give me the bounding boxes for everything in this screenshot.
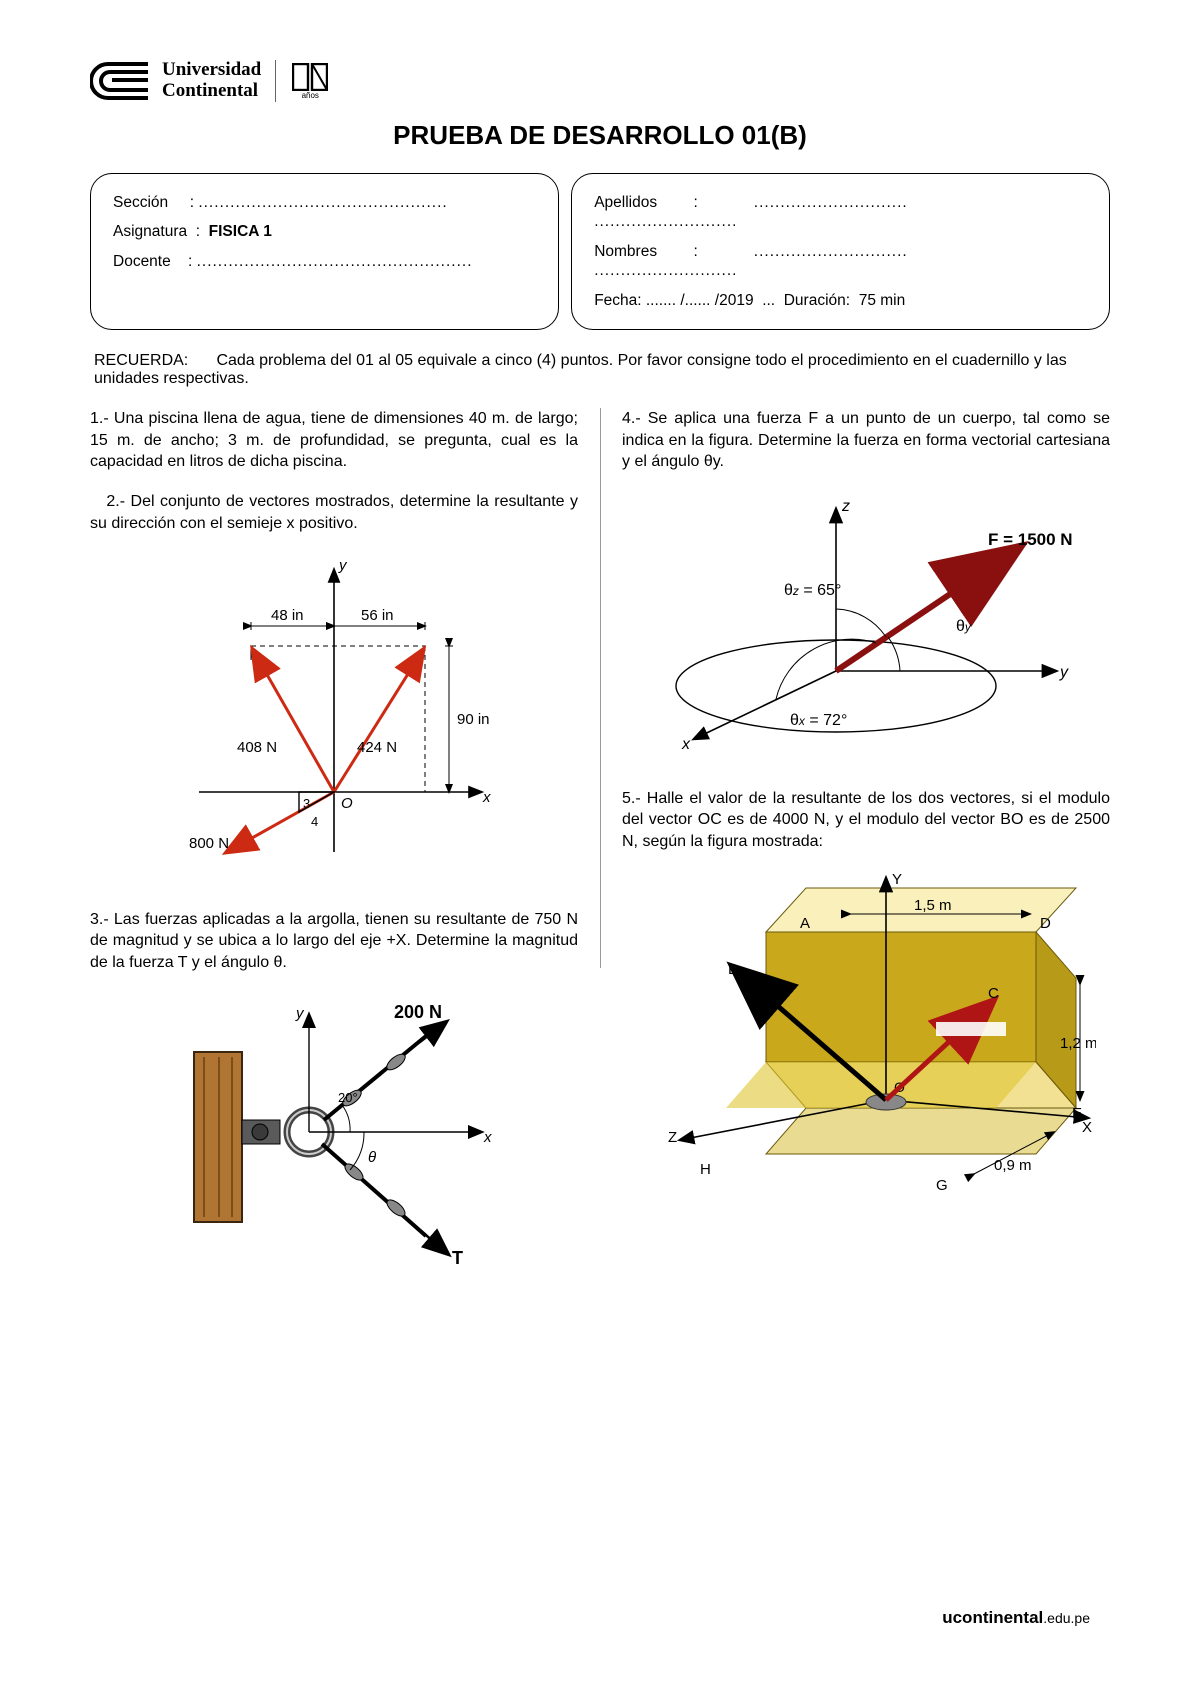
svg-text:Z: Z	[668, 1129, 677, 1146]
svg-text:T: T	[452, 1248, 463, 1268]
svg-text:F = 1500 N: F = 1500 N	[988, 530, 1073, 549]
university-name: Universidad Continental	[162, 60, 261, 102]
years-label: años	[302, 91, 319, 100]
problem-1: 1.- Una piscina llena de agua, tiene de …	[90, 408, 578, 473]
nombres-blank: .............................	[754, 243, 908, 260]
figure-4: z y x F = 1500 N θz = 65° θy θx = 72°	[622, 491, 1110, 768]
nombres-blank2: ...........................	[594, 262, 737, 279]
svg-text:800 N: 800 N	[189, 835, 229, 852]
apellidos-blank: .............................	[754, 194, 908, 211]
svg-text:D: D	[1040, 915, 1051, 932]
duracion-label: Duración:	[784, 292, 850, 309]
column-divider	[600, 408, 601, 968]
svg-text:C: C	[988, 985, 999, 1002]
logo-stripes-icon	[90, 60, 148, 102]
problem-3: 3.- Las fuerzas aplicadas a la argolla, …	[90, 909, 578, 974]
docente-label: Docente	[113, 253, 171, 270]
figure-5: Y X Z O A B C D E G H 1,5 m	[622, 870, 1110, 1237]
apellidos-blank2: ...........................	[594, 213, 737, 230]
university-line2: Continental	[162, 81, 261, 102]
info-box-right: Apellidos : ............................…	[571, 173, 1110, 330]
svg-text:424 N: 424 N	[357, 739, 397, 756]
footer-thin: .edu.pe	[1043, 1610, 1090, 1626]
fecha-prefix: Fecha: ....... /...... /2019	[594, 292, 753, 309]
svg-text:20°: 20°	[338, 1090, 358, 1105]
page-title: PRUEBA DE DESARROLLO 01(B)	[90, 120, 1110, 151]
seccion-blank: ........................................…	[198, 194, 447, 211]
recuerda-block: RECUERDA: Cada problema del 01 al 05 equ…	[90, 352, 1110, 388]
svg-text:56 in: 56 in	[361, 607, 394, 624]
svg-text:200 N: 200 N	[394, 1002, 442, 1022]
svg-text:x: x	[482, 789, 491, 806]
svg-text:θz = 65°: θz = 65°	[784, 582, 841, 599]
figure-2: y x 48 in 56 in 90 in	[90, 552, 578, 889]
svg-text:y: y	[295, 1005, 305, 1022]
info-box-left: Sección : ..............................…	[90, 173, 559, 330]
svg-text:θy: θy	[956, 618, 972, 635]
svg-text:A: A	[800, 915, 810, 932]
svg-text:408 N: 408 N	[237, 739, 277, 756]
footer-bold: ucontinental	[942, 1608, 1043, 1627]
docente-blank: ........................................…	[197, 253, 473, 270]
svg-text:O: O	[341, 795, 353, 812]
info-boxes: Sección : ..............................…	[90, 173, 1110, 330]
svg-text:H: H	[700, 1161, 711, 1178]
logo-divider	[275, 60, 276, 102]
duracion-value: 75 min	[859, 292, 906, 309]
columns: 1.- Una piscina llena de agua, tiene de …	[90, 408, 1110, 1298]
svg-text:90 in: 90 in	[457, 711, 490, 728]
logo-20-icon: años	[290, 60, 330, 102]
recuerda-label: RECUERDA:	[94, 352, 212, 370]
svg-text:z: z	[841, 498, 850, 515]
docente-row: Docente : ..............................…	[113, 247, 536, 276]
svg-text:G: G	[936, 1177, 948, 1194]
footer-brand: ucontinental.edu.pe	[942, 1608, 1090, 1628]
svg-text:48 in: 48 in	[271, 607, 304, 624]
recuerda-text: Cada problema del 01 al 05 equivale a ci…	[94, 352, 1067, 387]
seccion-label: Sección	[113, 194, 168, 211]
svg-text:1,2 m: 1,2 m	[1060, 1035, 1096, 1052]
university-line1: Universidad	[162, 60, 261, 81]
seccion-row: Sección : ..............................…	[113, 188, 536, 217]
asignatura-row: Asignatura : FISICA 1	[113, 217, 536, 246]
asignatura-label: Asignatura	[113, 223, 187, 240]
column-left: 1.- Una piscina llena de agua, tiene de …	[90, 408, 600, 1298]
column-right: 4.- Se aplica una fuerza F a un punto de…	[600, 408, 1110, 1298]
problem-5: 5.- Halle el valor de la resultante de l…	[622, 788, 1110, 853]
svg-text:4: 4	[311, 814, 318, 829]
svg-text:θx = 72°: θx = 72°	[790, 712, 847, 729]
svg-text:B: B	[728, 961, 738, 978]
fecha-row: Fecha: ....... /...... /2019 ... Duració…	[594, 286, 1087, 315]
svg-text:3: 3	[303, 796, 310, 811]
svg-text:y: y	[338, 557, 348, 574]
svg-text:y: y	[1059, 664, 1069, 681]
svg-text:x: x	[483, 1129, 492, 1146]
problem-2: 2.- Del conjunto de vectores mostrados, …	[90, 491, 578, 534]
figure-3: y x 200 N 20° T θ	[90, 992, 578, 1279]
svg-text:X: X	[1082, 1119, 1092, 1136]
header-logo: Universidad Continental años	[90, 60, 1110, 102]
svg-text:0,9 m: 0,9 m	[994, 1157, 1032, 1174]
asignatura-value: FISICA 1	[209, 223, 272, 240]
svg-text:1,5 m: 1,5 m	[914, 897, 952, 914]
svg-text:x: x	[681, 736, 691, 753]
svg-text:Y: Y	[892, 871, 902, 888]
svg-text:E: E	[1072, 1105, 1082, 1122]
svg-text:θ: θ	[368, 1149, 376, 1166]
problem-4: 4.- Se aplica una fuerza F a un punto de…	[622, 408, 1110, 473]
